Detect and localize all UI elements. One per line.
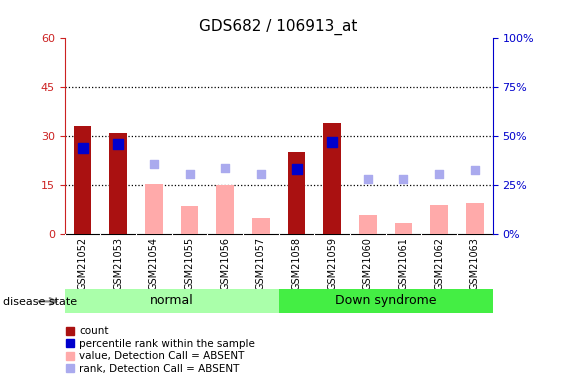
Bar [430,205,448,234]
Bar [323,123,341,234]
Title: GDS682 / 106913_at: GDS682 / 106913_at [199,18,358,35]
Text: GSM21060: GSM21060 [363,237,373,290]
Bar [395,223,412,234]
Bar [359,214,377,234]
Text: Down syndrome: Down syndrome [335,294,436,307]
Text: GSM21059: GSM21059 [327,237,337,290]
Point [328,139,337,145]
Text: GSM21058: GSM21058 [292,237,302,290]
Point [185,171,194,177]
Text: GSM21054: GSM21054 [149,237,159,290]
Point [114,141,123,147]
Bar [181,207,198,234]
Bar [279,289,493,313]
Text: GSM21057: GSM21057 [256,237,266,290]
Text: GSM21052: GSM21052 [78,237,88,290]
Legend: count, percentile rank within the sample, value, Detection Call = ABSENT, rank, : count, percentile rank within the sample… [61,322,259,375]
Bar [65,289,279,313]
Point [399,176,408,182]
Bar [109,133,127,234]
Point [292,166,301,172]
Point [435,171,444,177]
Bar [252,218,270,234]
Bar [145,183,163,234]
Text: GSM21062: GSM21062 [434,237,444,290]
Text: GSM21056: GSM21056 [220,237,230,290]
Point [221,165,230,171]
Point [78,145,87,151]
Point [256,171,265,177]
Point [363,176,372,182]
Text: GSM21061: GSM21061 [399,237,409,290]
Bar [288,152,305,234]
Text: GSM21053: GSM21053 [113,237,123,290]
Bar [466,203,484,234]
Text: disease state: disease state [3,297,77,307]
Text: GSM21063: GSM21063 [470,237,480,290]
Text: normal: normal [150,294,194,307]
Bar [216,185,234,234]
Bar [74,126,91,234]
Point [149,160,158,166]
Point [470,167,479,173]
Text: GSM21055: GSM21055 [185,237,195,290]
